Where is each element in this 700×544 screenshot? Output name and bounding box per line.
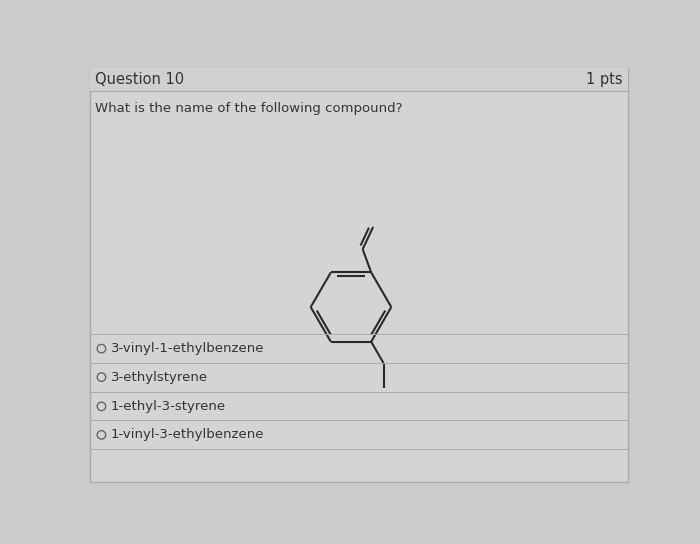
FancyBboxPatch shape xyxy=(90,67,628,91)
Text: 1-vinyl-3-ethylbenzene: 1-vinyl-3-ethylbenzene xyxy=(111,428,265,441)
Text: 1-ethyl-3-styrene: 1-ethyl-3-styrene xyxy=(111,400,226,413)
Text: 1 pts: 1 pts xyxy=(586,72,622,88)
Text: 3-ethylstyrene: 3-ethylstyrene xyxy=(111,370,208,384)
Text: What is the name of the following compound?: What is the name of the following compou… xyxy=(95,102,402,115)
FancyBboxPatch shape xyxy=(90,67,628,482)
Text: Question 10: Question 10 xyxy=(95,72,184,88)
Text: 3-vinyl-1-ethylbenzene: 3-vinyl-1-ethylbenzene xyxy=(111,342,265,355)
